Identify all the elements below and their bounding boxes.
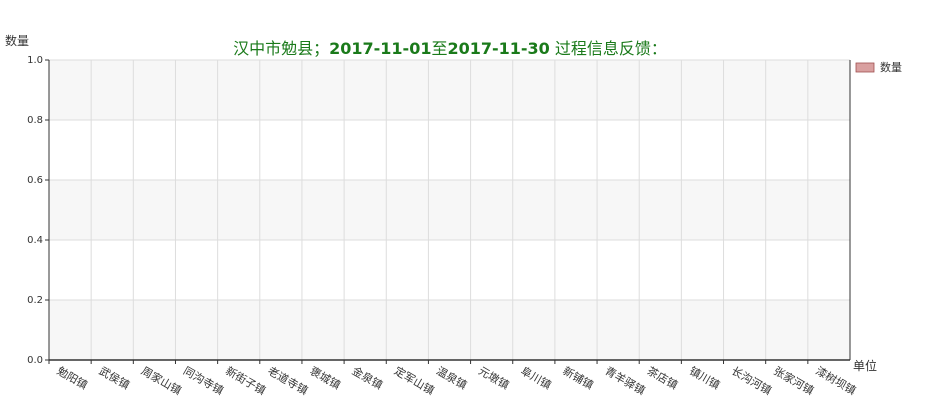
- plot-band: [49, 240, 850, 300]
- x-tick-label: 褒城镇: [308, 363, 344, 392]
- x-tick-label: 新铺镇: [560, 363, 596, 392]
- x-tick-label: 新街子镇: [223, 363, 268, 397]
- legend: 数量: [855, 61, 902, 74]
- plot-band: [49, 300, 850, 360]
- grid-lines: [48, 59, 851, 361]
- x-tick-label: 温泉镇: [434, 363, 470, 392]
- x-axis-label: 单位: [853, 358, 877, 373]
- x-tick-label: 老道寺镇: [265, 363, 310, 397]
- x-tick-label: 镇川镇: [687, 363, 723, 392]
- x-tick-label: 长沟河镇: [729, 363, 774, 397]
- plot-bands: [49, 60, 850, 360]
- y-ticks: 0.0 0.2 0.4 0.6 0.8 1.0: [27, 55, 43, 366]
- x-tick-label: 金泉镇: [350, 363, 386, 392]
- y-tick-label: 0.6: [27, 175, 43, 186]
- axes: [45, 59, 851, 364]
- x-tick-label: 同沟寺镇: [181, 363, 226, 397]
- chart-title: 汉中市勉县；2017-11-01至2017-11-30 过程信息反馈：: [233, 39, 667, 58]
- x-tick-label: 定军山镇: [392, 363, 437, 397]
- plot-band: [49, 180, 850, 240]
- x-tick-label: 青羊驿镇: [603, 363, 648, 397]
- x-tick-label: 阜川镇: [518, 363, 554, 392]
- y-tick-label: 0.8: [27, 115, 43, 126]
- x-tick-label: 勉阳镇: [55, 363, 91, 392]
- x-tick-label: 周家山镇: [139, 363, 184, 397]
- x-tick-label: 元墩镇: [476, 363, 512, 392]
- x-tick-label: 张家河镇: [771, 363, 816, 397]
- x-tick-label: 武侯镇: [97, 363, 133, 392]
- x-tick-label: 茶店镇: [645, 363, 681, 392]
- plot-band: [49, 120, 850, 180]
- y-axis-label: 数量: [5, 33, 29, 48]
- plot-band: [49, 60, 850, 120]
- y-tick-label: 0.0: [27, 355, 43, 366]
- legend-label: 数量: [880, 61, 902, 74]
- y-tick-label: 0.4: [27, 235, 43, 246]
- y-tick-label: 1.0: [27, 55, 43, 66]
- x-tick-label: 漆树坝镇: [813, 363, 858, 397]
- y-tick-label: 0.2: [27, 295, 43, 306]
- legend-swatch: [855, 62, 875, 73]
